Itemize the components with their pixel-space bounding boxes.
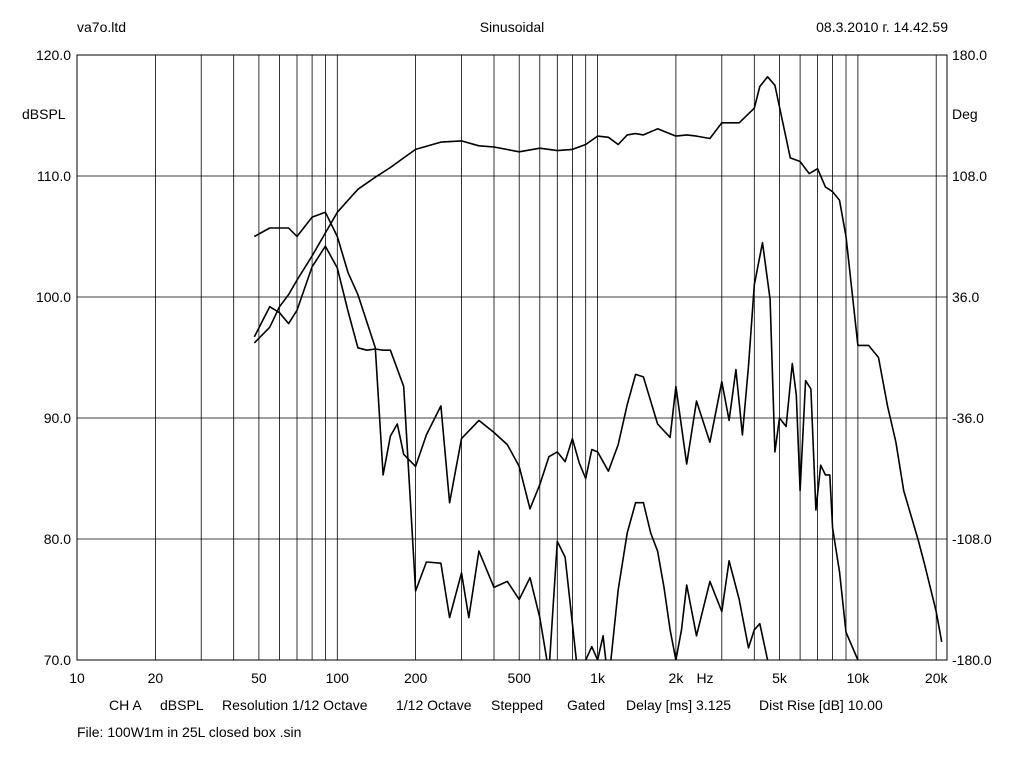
footer-gating: Gated (567, 697, 606, 713)
y2-tick-label: 108.0 (952, 168, 987, 184)
x-tick-label: 2k (669, 670, 685, 686)
footer-resolution: Resolution 1/12 Octave (222, 697, 368, 713)
footer-delay: Delay [ms] 3.125 (626, 697, 732, 713)
x-tick-label: 20 (148, 670, 164, 686)
footer-mode: Stepped (491, 697, 544, 713)
company-name: va7o.ltd (77, 19, 127, 35)
series-line-1 (253, 76, 943, 643)
y-tick-label: 80.0 (44, 531, 71, 547)
y-axis-label: dBSPL (22, 106, 66, 122)
tick-labels: 120.0 110.0 100.0 90.0 80.0 70.0 180.0 108.0 36.… (22, 47, 992, 686)
y-tick-label: 70.0 (44, 652, 71, 668)
footer-channel: CH A (109, 697, 142, 713)
x-tick-label: 500 (508, 670, 532, 686)
plot-frame (76, 54, 948, 661)
series-group (253, 76, 943, 660)
y-tick-label: 110.0 (37, 168, 71, 184)
x-tick-label: 100 (326, 670, 350, 686)
x-tick-label: 20k (925, 670, 949, 686)
chart-title: Sinusoidal (479, 19, 545, 35)
x-axis-label: Hz (696, 670, 713, 686)
footer-octave: 1/12 Octave (396, 697, 472, 713)
y2-tick-label: 36.0 (952, 289, 979, 305)
x-tick-label: 50 (251, 670, 267, 686)
y-tick-label: 120.0 (36, 47, 71, 63)
footer-settings: CH A dBSPL Resolution 1/12 Octave 1/12 O… (0, 697, 1024, 713)
series-line-2 (253, 211, 859, 660)
y2-tick-label: 180.0 (952, 47, 987, 63)
x-tick-label: 10 (69, 670, 85, 686)
x-tick-label: 1k (590, 670, 606, 686)
y-tick-label: 90.0 (44, 410, 71, 426)
y-tick-label: 100.0 (36, 289, 71, 305)
footer-unit: dBSPL (160, 697, 204, 713)
grid (76, 54, 947, 661)
series-line-3 (253, 245, 769, 660)
y2-axis-label: Deg (952, 106, 978, 122)
footer-dist-rise: Dist Rise [dB] 10.00 (759, 697, 883, 713)
x-tick-label: 10k (847, 670, 871, 686)
x-tick-label: 5k (772, 670, 788, 686)
x-tick-label: 200 (404, 670, 428, 686)
y2-tick-label: -36.0 (952, 410, 984, 426)
timestamp: 08.3.2010 г. 14.42.59 (816, 19, 948, 35)
y2-tick-label: -180.0 (952, 652, 992, 668)
footer-file: File: 100W1m in 25L closed box .sin (77, 724, 302, 740)
y2-tick-label: -108.0 (952, 531, 992, 547)
